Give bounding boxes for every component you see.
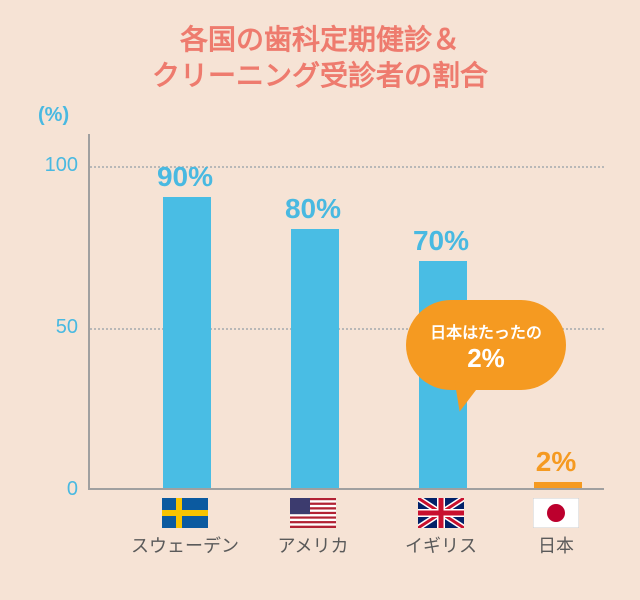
callout-bubble: 日本はたったの 2%: [406, 300, 566, 390]
bar-value-label: 2%: [496, 446, 616, 478]
usa-flag-icon: [290, 498, 336, 528]
y-axis-unit: (%): [38, 104, 69, 127]
bar-value-label: 70%: [381, 225, 501, 257]
dental-checkup-chart: 各国の歯科定期健診＆ クリーニング受診者の割合 (%) 日本はたったの 2% 0…: [0, 0, 640, 600]
japan-callout: 日本はたったの 2%: [406, 300, 566, 390]
y-tick-label: 50: [30, 316, 78, 339]
x-axis-label: 日本: [486, 532, 626, 558]
uk-flag-icon: [418, 498, 464, 528]
bar-value-label: 90%: [125, 161, 245, 193]
x-axis-label: スウェーデン: [115, 532, 255, 558]
chart-title-line2: クリーニング受診者の割合: [30, 58, 610, 94]
sweden-flag-icon: [162, 498, 208, 528]
bar-sweden: [163, 197, 211, 488]
callout-line2: 2%: [467, 345, 505, 371]
y-tick-label: 100: [30, 154, 78, 177]
chart-title: 各国の歯科定期健診＆ クリーニング受診者の割合: [30, 22, 610, 95]
callout-line1: 日本はたったの: [430, 319, 542, 343]
y-tick-label: 0: [30, 478, 78, 501]
chart-title-line1: 各国の歯科定期健診＆: [30, 22, 610, 58]
bar-japan: [534, 482, 582, 488]
bar-value-label: 80%: [253, 193, 373, 225]
x-axis-label: アメリカ: [243, 532, 383, 558]
japan-flag-icon: [533, 498, 579, 528]
bar-usa: [291, 229, 339, 488]
